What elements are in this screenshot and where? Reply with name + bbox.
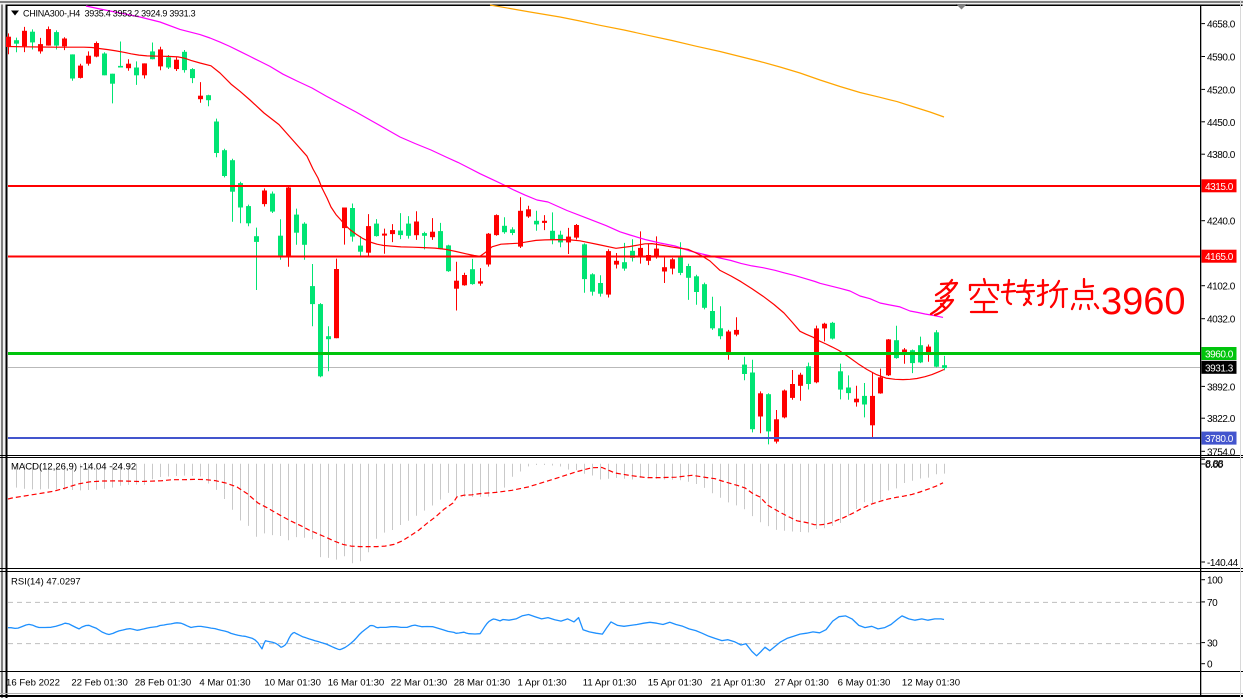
svg-text:70: 70 [1207,598,1218,609]
svg-text:4165.0: 4165.0 [1205,252,1234,263]
svg-text:RSI(14) 47.0297: RSI(14) 47.0297 [11,577,81,588]
svg-text:22 Mar 01:30: 22 Mar 01:30 [391,678,448,689]
svg-text:28 Mar 01:30: 28 Mar 01:30 [454,678,511,689]
svg-text:30: 30 [1207,639,1218,650]
svg-text:4315.0: 4315.0 [1205,182,1234,193]
svg-text:4520.0: 4520.0 [1207,85,1236,96]
svg-text:4380.0: 4380.0 [1207,150,1236,161]
svg-text:-140.44: -140.44 [1207,558,1239,569]
svg-text:3780.0: 3780.0 [1205,434,1234,445]
svg-text:MACD(12,26,9) -14.04 -24.92: MACD(12,26,9) -14.04 -24.92 [11,462,136,473]
svg-text:3931.3: 3931.3 [1205,363,1234,374]
svg-text:4658.0: 4658.0 [1207,20,1236,31]
svg-text:4450.0: 4450.0 [1207,118,1236,129]
svg-text:0.00: 0.00 [1205,460,1224,471]
svg-text:21 Apr 01:30: 21 Apr 01:30 [711,678,765,689]
svg-text:28 Feb 01:30: 28 Feb 01:30 [135,678,192,689]
svg-text:3754.0: 3754.0 [1207,447,1236,458]
svg-text:4032.0: 4032.0 [1207,315,1236,326]
svg-text:11 Apr 01:30: 11 Apr 01:30 [583,678,637,689]
svg-text:3892.0: 3892.0 [1207,382,1236,393]
svg-text:22 Feb 01:30: 22 Feb 01:30 [71,678,128,689]
svg-text:3960: 3960 [1101,281,1186,323]
svg-text:4102.0: 4102.0 [1207,282,1236,293]
svg-text:0: 0 [1207,660,1213,671]
svg-text:12 May 01:30: 12 May 01:30 [902,678,960,689]
svg-text:16 Mar 01:30: 16 Mar 01:30 [328,678,385,689]
svg-text:15 Apr 01:30: 15 Apr 01:30 [648,678,702,689]
svg-text:16 Feb 2022: 16 Feb 2022 [6,678,60,689]
svg-text:3960.0: 3960.0 [1205,350,1234,361]
svg-text:3822.0: 3822.0 [1207,414,1236,425]
svg-text:CHINA300-,H4 3935.4 3953.2 39: CHINA300-,H4 3935.4 3953.2 3924.9 3931.3 [23,9,196,19]
svg-text:4240.0: 4240.0 [1207,217,1236,228]
svg-text:1 Apr 01:30: 1 Apr 01:30 [517,678,566,689]
svg-text:27 Apr 01:30: 27 Apr 01:30 [774,678,828,689]
svg-text:4590.0: 4590.0 [1207,53,1236,64]
svg-text:8.88: 8.88 [1206,459,1225,470]
svg-text:6 May 01:30: 6 May 01:30 [838,678,891,689]
svg-text:10 Mar 01:30: 10 Mar 01:30 [264,678,321,689]
svg-text:4 Mar 01:30: 4 Mar 01:30 [199,678,250,689]
svg-text:100: 100 [1207,576,1223,587]
